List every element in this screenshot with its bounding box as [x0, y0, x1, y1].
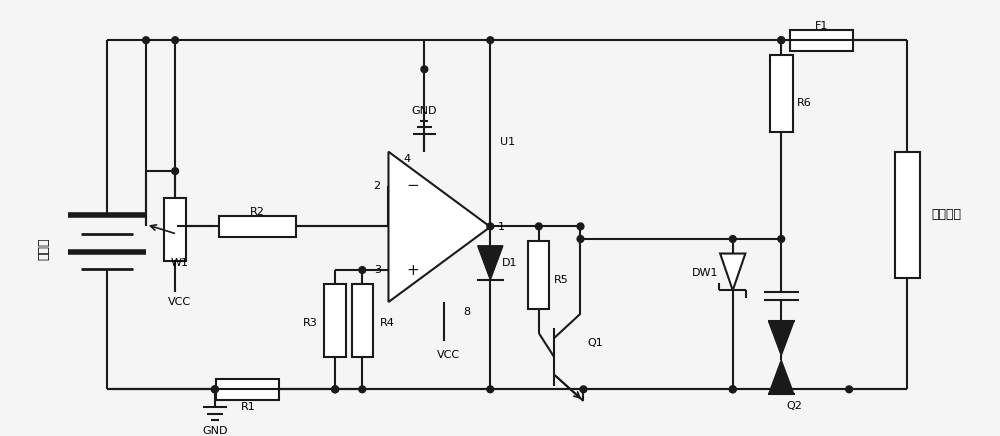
Circle shape [729, 386, 736, 393]
Text: VCC: VCC [437, 351, 460, 361]
Circle shape [359, 267, 366, 273]
Bar [216, 378, 279, 400]
Text: D1: D1 [502, 258, 517, 268]
Bar [528, 241, 549, 309]
Text: DW1: DW1 [692, 268, 718, 278]
Text: 2: 2 [374, 181, 381, 191]
Text: GND: GND [412, 106, 437, 116]
Circle shape [577, 235, 584, 242]
Text: 用电设备: 用电设备 [932, 208, 962, 221]
Circle shape [729, 235, 736, 242]
Text: GND: GND [202, 426, 228, 436]
Text: R6: R6 [797, 98, 812, 108]
Text: 4: 4 [404, 154, 411, 164]
Text: 蓄电池: 蓄电池 [38, 238, 51, 260]
Text: R4: R4 [380, 318, 395, 328]
Circle shape [577, 223, 584, 230]
Circle shape [729, 386, 736, 393]
Circle shape [778, 235, 785, 242]
Circle shape [778, 37, 785, 44]
Text: 3: 3 [374, 265, 381, 275]
Circle shape [332, 386, 339, 393]
Circle shape [580, 386, 587, 393]
Circle shape [332, 386, 339, 393]
Text: 1: 1 [498, 222, 505, 232]
Circle shape [359, 386, 366, 393]
Polygon shape [478, 246, 503, 280]
Text: VCC: VCC [168, 297, 192, 307]
Polygon shape [388, 152, 490, 302]
Circle shape [211, 386, 218, 393]
Bar [164, 198, 186, 261]
Bar [770, 55, 793, 132]
Bar [352, 284, 373, 357]
Text: Q2: Q2 [786, 401, 802, 411]
Circle shape [172, 168, 179, 174]
Text: +: + [406, 262, 419, 278]
Circle shape [487, 386, 494, 393]
Text: U1: U1 [500, 137, 515, 147]
Circle shape [778, 386, 785, 393]
Circle shape [143, 37, 149, 44]
Bar [895, 152, 920, 278]
Circle shape [535, 223, 542, 230]
Polygon shape [769, 360, 794, 394]
Text: R3: R3 [303, 318, 318, 328]
Text: R1: R1 [240, 402, 255, 412]
Bar [324, 284, 346, 357]
Text: Q1: Q1 [587, 338, 603, 348]
Text: W1: W1 [171, 258, 189, 268]
Circle shape [778, 37, 785, 44]
Circle shape [421, 66, 428, 73]
Circle shape [487, 37, 494, 44]
Circle shape [211, 386, 218, 393]
Circle shape [172, 37, 179, 44]
Bar [790, 30, 853, 51]
Polygon shape [769, 321, 794, 355]
Bar [219, 216, 296, 237]
Polygon shape [720, 254, 745, 290]
Circle shape [487, 223, 494, 230]
Text: F1: F1 [815, 20, 829, 31]
Text: −: − [406, 178, 419, 193]
Circle shape [846, 386, 853, 393]
Text: R5: R5 [554, 275, 569, 285]
Text: R2: R2 [250, 207, 265, 217]
Text: 8: 8 [463, 307, 470, 317]
